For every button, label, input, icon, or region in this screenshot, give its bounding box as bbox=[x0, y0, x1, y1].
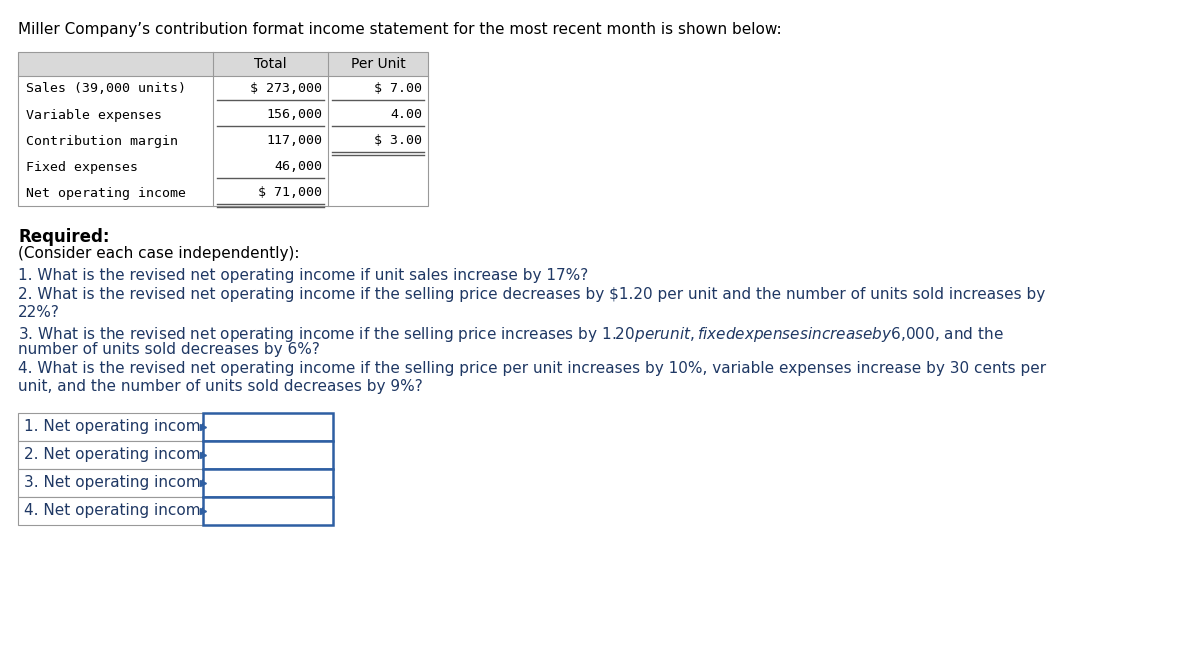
Text: unit, and the number of units sold decreases by 9%?: unit, and the number of units sold decre… bbox=[18, 379, 422, 394]
Bar bbox=[203, 441, 334, 469]
Text: Variable expenses: Variable expenses bbox=[26, 109, 162, 122]
Text: $ 3.00: $ 3.00 bbox=[374, 135, 422, 148]
Bar bbox=[18, 52, 428, 76]
Text: 4. Net operating income: 4. Net operating income bbox=[24, 503, 210, 518]
Text: $ 273,000: $ 273,000 bbox=[250, 83, 322, 96]
Text: 4. What is the revised net operating income if the selling price per unit increa: 4. What is the revised net operating inc… bbox=[18, 361, 1046, 376]
Bar bbox=[18, 128, 428, 154]
Text: Contribution margin: Contribution margin bbox=[26, 135, 178, 148]
Text: 46,000: 46,000 bbox=[274, 161, 322, 174]
Bar bbox=[203, 469, 334, 497]
Bar bbox=[18, 497, 334, 525]
Bar bbox=[18, 52, 428, 206]
Text: Sales (39,000 units): Sales (39,000 units) bbox=[26, 83, 186, 96]
Text: (Consider each case independently):: (Consider each case independently): bbox=[18, 246, 300, 261]
Text: 1. Net operating income: 1. Net operating income bbox=[24, 419, 210, 434]
Text: number of units sold decreases by 6%?: number of units sold decreases by 6%? bbox=[18, 342, 320, 357]
Text: 2. What is the revised net operating income if the selling price decreases by $1: 2. What is the revised net operating inc… bbox=[18, 288, 1045, 303]
Text: Net operating income: Net operating income bbox=[26, 186, 186, 199]
Text: 1. What is the revised net operating income if unit sales increase by 17%?: 1. What is the revised net operating inc… bbox=[18, 268, 588, 283]
Text: Miller Company’s contribution format income statement for the most recent month : Miller Company’s contribution format inc… bbox=[18, 22, 781, 37]
Text: $ 7.00: $ 7.00 bbox=[374, 83, 422, 96]
Bar bbox=[18, 180, 428, 206]
Text: 156,000: 156,000 bbox=[266, 109, 322, 122]
Bar bbox=[203, 413, 334, 441]
Bar bbox=[18, 413, 334, 441]
Text: 3. Net operating income: 3. Net operating income bbox=[24, 475, 210, 490]
Text: 117,000: 117,000 bbox=[266, 135, 322, 148]
Bar bbox=[18, 102, 428, 128]
Bar bbox=[18, 469, 334, 497]
Bar bbox=[18, 441, 334, 469]
Text: 4.00: 4.00 bbox=[390, 109, 422, 122]
Text: Total: Total bbox=[254, 57, 287, 71]
Text: Per Unit: Per Unit bbox=[350, 57, 406, 71]
Text: 22%?: 22%? bbox=[18, 305, 60, 320]
Text: 2. Net operating income: 2. Net operating income bbox=[24, 447, 210, 462]
Bar bbox=[203, 497, 334, 525]
Text: 3. What is the revised net operating income if the selling price increases by $1: 3. What is the revised net operating inc… bbox=[18, 324, 1003, 344]
Text: Fixed expenses: Fixed expenses bbox=[26, 161, 138, 174]
Bar bbox=[18, 154, 428, 180]
Text: Required:: Required: bbox=[18, 228, 109, 246]
Text: $ 71,000: $ 71,000 bbox=[258, 186, 322, 199]
Bar bbox=[18, 76, 428, 102]
